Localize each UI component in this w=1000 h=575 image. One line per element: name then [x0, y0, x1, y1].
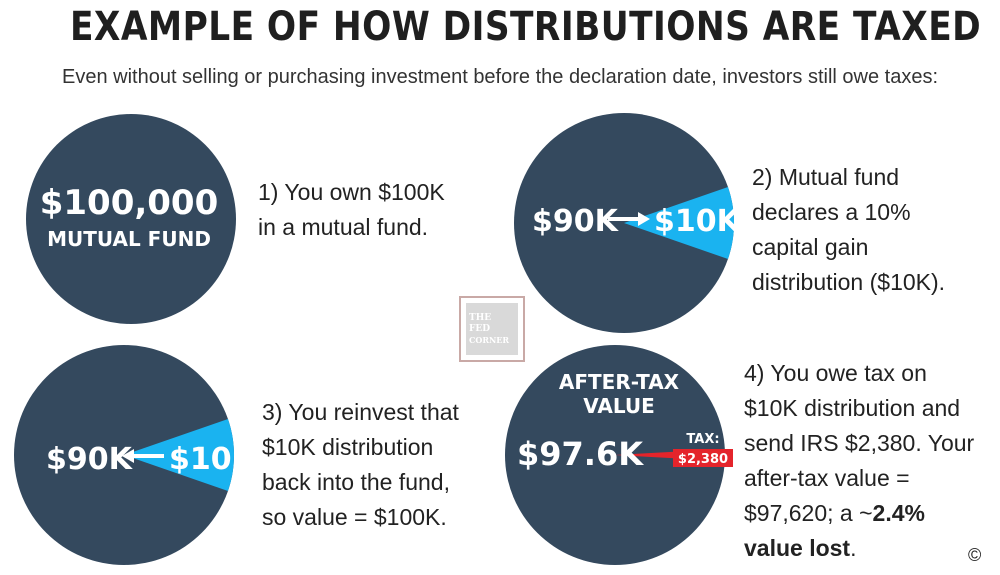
step1-description: 1) You own $100K in a mutual fund.: [258, 175, 445, 245]
page-title: EXAMPLE OF HOW DISTRIBUTIONS ARE TAXED: [70, 4, 982, 50]
step2-line: 2) Mutual fund: [752, 164, 900, 190]
arrow-right-icon: [608, 212, 650, 226]
step2-line: declares a 10%: [752, 199, 911, 225]
step1-amount: $100,000: [40, 183, 219, 223]
step4-line: $10K distribution and: [744, 395, 961, 421]
step3-line: $10K distribution: [262, 434, 434, 460]
step2-remaining-amount: $90K: [532, 204, 620, 239]
page-subtitle: Even without selling or purchasing inves…: [61, 66, 939, 88]
step2-wedge-amount: $10K: [654, 204, 742, 239]
step1-diagram: $100,000 MUTUAL FUND: [26, 114, 236, 324]
step3-line: so value = $100K.: [262, 504, 447, 530]
step4-end-punct: .: [850, 535, 857, 561]
step1-line: in a mutual fund.: [258, 214, 429, 240]
logo-line: CORNER: [469, 335, 510, 345]
logo-line: THE: [469, 313, 492, 323]
step4-line: $97,620; a ~2.4%: [744, 496, 974, 531]
step2-diagram: $90K $10K: [514, 113, 742, 333]
step2-description: 2) Mutual fund declares a 10% capital ga…: [752, 160, 945, 300]
logo-background: THE FED CORNER: [466, 303, 518, 355]
step4-percent-lost: 2.4%: [872, 500, 925, 526]
step4-header-line2: VALUE: [583, 394, 655, 418]
step2-line: capital gain: [752, 234, 869, 260]
step3-line: 3) You reinvest that: [262, 399, 459, 425]
step4-value-lost: value lost: [744, 535, 851, 561]
arrow-left-icon: [122, 449, 164, 463]
copyright-mark: ©: [968, 545, 982, 565]
step4-description: 4) You owe tax on $10K distribution and …: [744, 356, 974, 566]
step4-header-line1: AFTER-TAX: [559, 370, 680, 394]
step1-fund-label: MUTUAL FUND: [47, 227, 211, 251]
fed-corner-logo: THE FED CORNER: [459, 296, 525, 362]
step2-line: distribution ($10K).: [752, 269, 946, 295]
step4-tax-amount: $2,380: [678, 452, 728, 467]
step2-distribution-wedge: [624, 187, 735, 259]
step4-line-prefix: $97,620; a ~: [744, 500, 873, 526]
step4-line: value lost.: [744, 531, 974, 566]
step4-after-tax-amount: $97.6K: [517, 435, 644, 473]
step1-fund-circle: [26, 114, 236, 324]
step4-tax-box: [673, 449, 733, 467]
step4-line: after-tax value =: [744, 465, 910, 491]
step4-tax-label: TAX:: [686, 432, 719, 447]
step3-wedge-amount: $10K: [169, 442, 257, 477]
step3-diagram: $90K $10K: [14, 345, 257, 565]
step3-description: 3) You reinvest that $10K distribution b…: [262, 395, 459, 535]
step3-distribution-wedge: [124, 419, 235, 491]
step3-line: back into the fund,: [262, 469, 450, 495]
step4-line: send IRS $2,380. Your: [744, 430, 975, 456]
step3-remaining-amount: $90K: [46, 442, 134, 477]
step4-diagram: AFTER-TAX VALUE $97.6K TAX: $2,380: [505, 345, 733, 565]
step1-line: 1) You own $100K: [258, 179, 445, 205]
logo-line: FED: [469, 324, 491, 334]
step4-line: 4) You owe tax on: [744, 360, 927, 386]
